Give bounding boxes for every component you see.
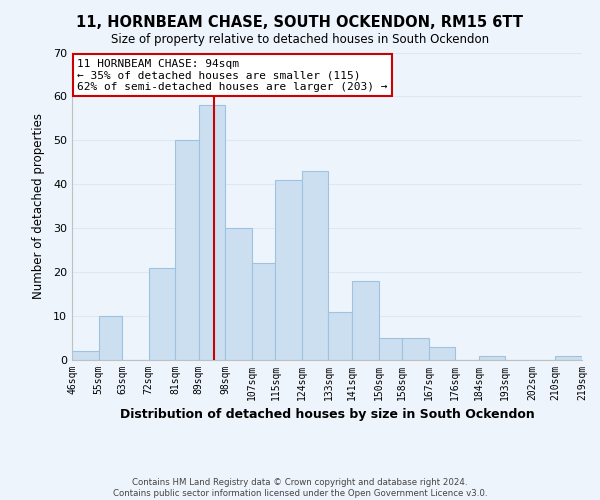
Bar bbox=[352, 281, 379, 360]
Bar bbox=[149, 268, 175, 360]
Bar bbox=[275, 180, 302, 360]
Text: 11 HORNBEAM CHASE: 94sqm
← 35% of detached houses are smaller (115)
62% of semi-: 11 HORNBEAM CHASE: 94sqm ← 35% of detach… bbox=[77, 58, 388, 92]
Text: 11, HORNBEAM CHASE, SOUTH OCKENDON, RM15 6TT: 11, HORNBEAM CHASE, SOUTH OCKENDON, RM15… bbox=[77, 15, 523, 30]
Bar bbox=[556, 356, 582, 360]
Bar bbox=[479, 356, 505, 360]
X-axis label: Distribution of detached houses by size in South Ockendon: Distribution of detached houses by size … bbox=[119, 408, 535, 422]
Bar bbox=[199, 105, 225, 360]
Bar bbox=[429, 347, 455, 360]
Bar bbox=[98, 316, 122, 360]
Bar bbox=[379, 338, 402, 360]
Bar bbox=[402, 338, 429, 360]
Y-axis label: Number of detached properties: Number of detached properties bbox=[32, 114, 44, 299]
Text: Contains HM Land Registry data © Crown copyright and database right 2024.
Contai: Contains HM Land Registry data © Crown c… bbox=[113, 478, 487, 498]
Bar bbox=[252, 264, 275, 360]
Text: Size of property relative to detached houses in South Ockendon: Size of property relative to detached ho… bbox=[111, 32, 489, 46]
Bar bbox=[302, 171, 328, 360]
Bar bbox=[225, 228, 252, 360]
Bar bbox=[72, 351, 98, 360]
Bar bbox=[175, 140, 199, 360]
Bar bbox=[328, 312, 352, 360]
